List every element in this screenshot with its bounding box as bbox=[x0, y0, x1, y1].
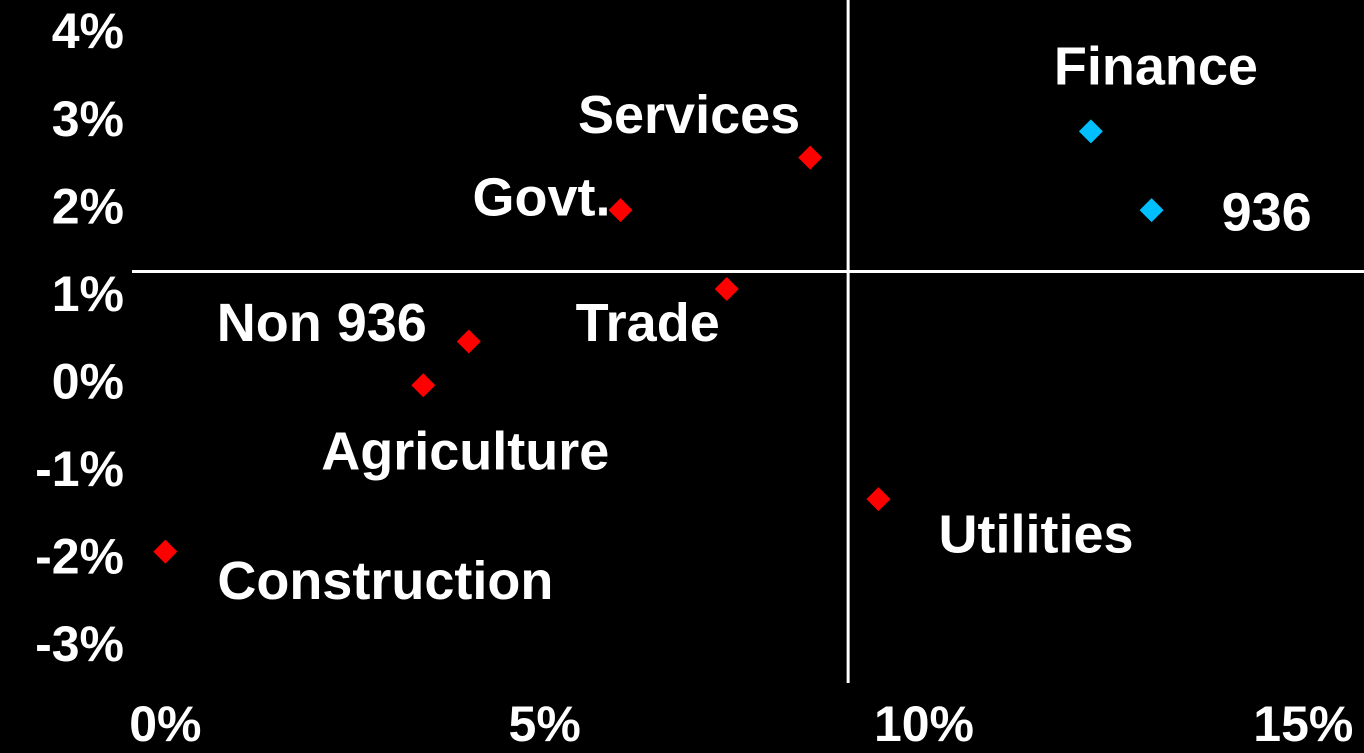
point-label: 936 bbox=[1222, 182, 1312, 242]
point bbox=[798, 145, 823, 170]
y-tick-label: 4% bbox=[52, 3, 124, 59]
point bbox=[153, 539, 178, 564]
point bbox=[714, 276, 739, 301]
x-tick-label: 10% bbox=[874, 696, 974, 752]
y-tick-label: 2% bbox=[52, 178, 124, 234]
point-label: Finance bbox=[1054, 37, 1258, 97]
point-label: Utilities bbox=[938, 504, 1133, 564]
x-tick-label: 15% bbox=[1253, 696, 1353, 752]
point bbox=[608, 198, 633, 223]
point-label: Non 936 bbox=[217, 293, 427, 353]
x-tick-label: 0% bbox=[129, 696, 201, 752]
point-label: Construction bbox=[217, 551, 553, 611]
y-tick-label: -2% bbox=[35, 529, 124, 585]
y-tick-label: 0% bbox=[52, 353, 124, 409]
x-tick-label: 5% bbox=[509, 696, 581, 752]
point bbox=[411, 373, 436, 398]
point-label: Trade bbox=[576, 293, 720, 353]
point bbox=[866, 487, 891, 512]
y-tick-label: -3% bbox=[35, 616, 124, 672]
point bbox=[1139, 198, 1164, 223]
y-tick-label: -1% bbox=[35, 441, 124, 497]
point-label: Services bbox=[578, 85, 800, 145]
point-label: Agriculture bbox=[321, 422, 609, 482]
y-tick-label: 3% bbox=[52, 91, 124, 147]
point bbox=[456, 329, 481, 354]
y-tick-label: 1% bbox=[52, 266, 124, 322]
point bbox=[1078, 119, 1103, 144]
point-label: Govt. bbox=[473, 167, 611, 227]
